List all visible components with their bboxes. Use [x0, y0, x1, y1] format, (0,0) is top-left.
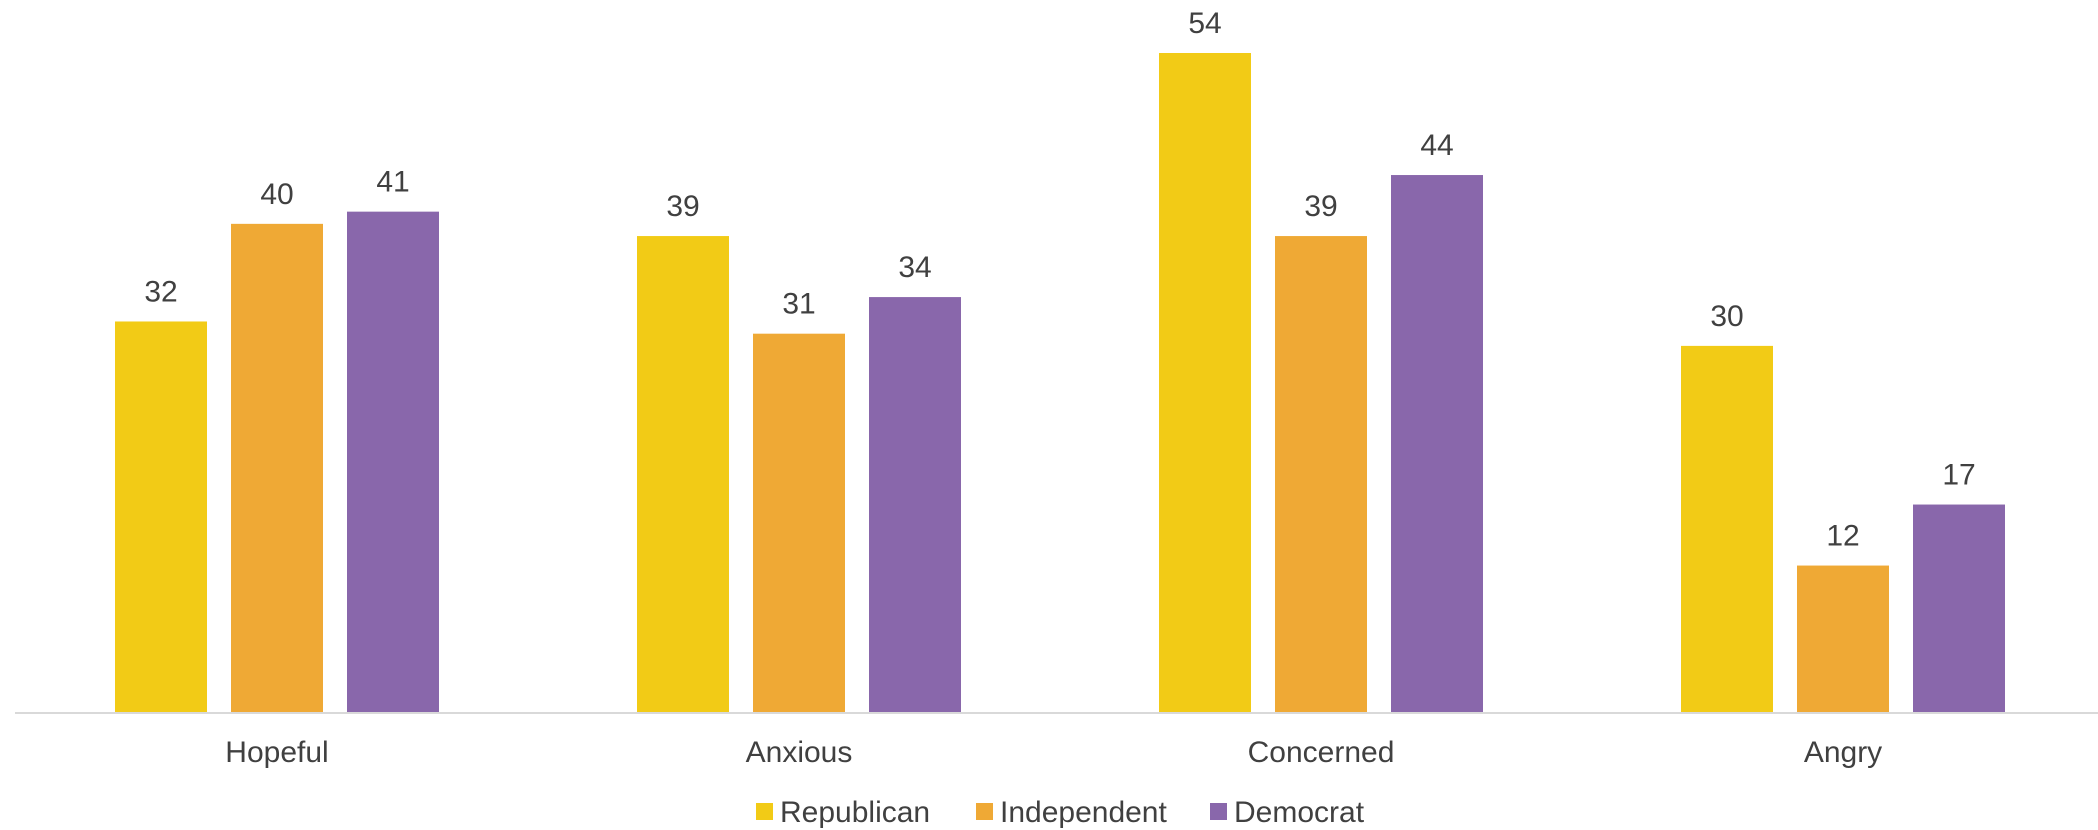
legend-label-independent: Independent: [1000, 796, 1167, 829]
data-label-concerned-democrat: 44: [1420, 129, 1453, 162]
bar-concerned-democrat: [1391, 175, 1483, 712]
data-label-anxious-independent: 31: [782, 288, 815, 321]
legend-label-democrat: Democrat: [1234, 796, 1365, 829]
legend: Republican Independent Democrat: [756, 796, 1365, 829]
bar-hopeful-republican: [115, 321, 207, 712]
data-label-anxious-republican: 39: [666, 190, 699, 223]
bars-layer: [115, 53, 2005, 713]
legend-label-republican: Republican: [780, 796, 930, 829]
data-label-angry-independent: 12: [1826, 520, 1859, 553]
legend-swatch-independent: [976, 803, 993, 820]
bar-angry-democrat: [1913, 504, 2005, 712]
data-label-concerned-independent: 39: [1304, 190, 1337, 223]
bar-anxious-republican: [637, 236, 729, 713]
bar-concerned-republican: [1159, 53, 1251, 712]
legend-swatch-democrat: [1210, 803, 1227, 820]
category-label-concerned: Concerned: [1248, 736, 1395, 769]
bar-anxious-democrat: [869, 297, 961, 712]
data-label-angry-republican: 30: [1710, 300, 1743, 333]
data-label-hopeful-republican: 32: [144, 275, 177, 308]
data-labels-layer: 32 40 41 39 31 34 54 39 44 30 12 17: [144, 7, 1975, 553]
data-label-angry-democrat: 17: [1942, 459, 1975, 492]
data-label-anxious-democrat: 34: [898, 251, 931, 284]
bar-hopeful-independent: [231, 223, 323, 712]
legend-swatch-republican: [756, 803, 773, 820]
bar-hopeful-democrat: [347, 211, 439, 713]
bar-angry-independent: [1797, 565, 1889, 712]
bar-concerned-independent: [1275, 236, 1367, 713]
category-label-angry: Angry: [1804, 736, 1882, 769]
data-label-hopeful-democrat: 41: [376, 166, 409, 199]
data-label-hopeful-independent: 40: [260, 178, 293, 211]
category-label-anxious: Anxious: [746, 736, 853, 769]
bar-anxious-independent: [753, 333, 845, 712]
category-labels-layer: Hopeful Anxious Concerned Angry: [225, 736, 1882, 769]
data-label-concerned-republican: 54: [1188, 7, 1221, 40]
category-label-hopeful: Hopeful: [225, 736, 328, 769]
bar-angry-republican: [1681, 345, 1773, 712]
